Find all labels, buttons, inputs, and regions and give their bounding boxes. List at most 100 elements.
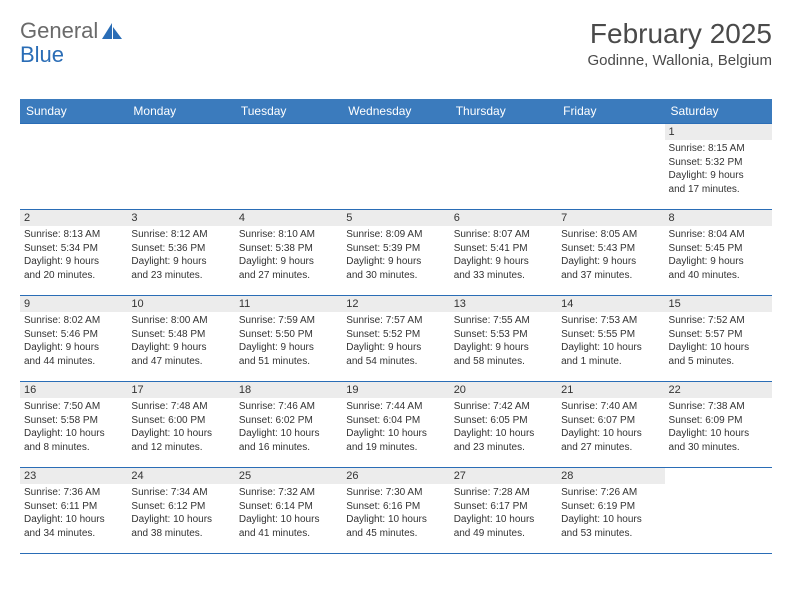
- day-number: 13: [450, 296, 557, 312]
- day-details: Sunrise: 7:36 AMSunset: 6:11 PMDaylight:…: [20, 484, 127, 544]
- weekday-header: Thursday: [450, 99, 557, 124]
- sunset-line: Sunset: 5:57 PM: [669, 328, 768, 342]
- day-details: Sunrise: 7:32 AMSunset: 6:14 PMDaylight:…: [235, 484, 342, 544]
- day-number: 8: [665, 210, 772, 226]
- sunrise-line: Sunrise: 7:36 AM: [24, 486, 123, 500]
- calendar-cell: 8Sunrise: 8:04 AMSunset: 5:45 PMDaylight…: [665, 210, 772, 296]
- calendar-cell: 12Sunrise: 7:57 AMSunset: 5:52 PMDayligh…: [342, 296, 449, 382]
- day-number: 15: [665, 296, 772, 312]
- calendar-cell: 25Sunrise: 7:32 AMSunset: 6:14 PMDayligh…: [235, 468, 342, 554]
- sunrise-line: Sunrise: 7:28 AM: [454, 486, 553, 500]
- daylight-line1: Daylight: 10 hours: [131, 513, 230, 527]
- calendar-cell: 24Sunrise: 7:34 AMSunset: 6:12 PMDayligh…: [127, 468, 234, 554]
- sunrise-line: Sunrise: 7:55 AM: [454, 314, 553, 328]
- calendar-week: 1Sunrise: 8:15 AMSunset: 5:32 PMDaylight…: [20, 124, 772, 210]
- day-number: 21: [557, 382, 664, 398]
- calendar-cell: 26 Sunrise: 7:30 AMSunset: 6:16 PMDayligh…: [342, 468, 449, 554]
- daylight-line1: Daylight: 10 hours: [346, 513, 445, 527]
- sunset-line: Sunset: 6:07 PM: [561, 414, 660, 428]
- sunset-line: Sunset: 5:39 PM: [346, 242, 445, 256]
- sunset-line: Sunset: 5:55 PM: [561, 328, 660, 342]
- daylight-line1: Daylight: 10 hours: [239, 513, 338, 527]
- sunset-line: Sunset: 6:09 PM: [669, 414, 768, 428]
- daylight-line2: and 17 minutes.: [669, 183, 768, 197]
- sunrise-line: Sunrise: 7:52 AM: [669, 314, 768, 328]
- calendar-cell: 4Sunrise: 8:10 AMSunset: 5:38 PMDaylight…: [235, 210, 342, 296]
- day-details: Sunrise: 8:04 AMSunset: 5:45 PMDaylight:…: [665, 226, 772, 286]
- day-details: Sunrise: 7:28 AMSunset: 6:17 PMDaylight:…: [450, 484, 557, 544]
- calendar-cell: 2Sunrise: 8:13 AMSunset: 5:34 PMDaylight…: [20, 210, 127, 296]
- day-number: 24: [127, 468, 234, 484]
- daylight-line1: Daylight: 9 hours: [239, 341, 338, 355]
- day-details: Sunrise: 8:12 AMSunset: 5:36 PMDaylight:…: [127, 226, 234, 286]
- sunrise-line: Sunrise: 7:34 AM: [131, 486, 230, 500]
- daylight-line1: Daylight: 9 hours: [131, 255, 230, 269]
- daylight-line2: and 47 minutes.: [131, 355, 230, 369]
- sunrise-line: Sunrise: 8:00 AM: [131, 314, 230, 328]
- calendar-cell: 28Sunrise: 7:26 AMSunset: 6:19 PMDayligh…: [557, 468, 664, 554]
- day-details: Sunrise: 7:38 AMSunset: 6:09 PMDaylight:…: [665, 398, 772, 458]
- logo-word2: Blue: [20, 42, 64, 68]
- daylight-line1: Daylight: 9 hours: [239, 255, 338, 269]
- logo: General: [20, 18, 124, 44]
- day-details: Sunrise: 7:59 AMSunset: 5:50 PMDaylight:…: [235, 312, 342, 372]
- sunset-line: Sunset: 5:45 PM: [669, 242, 768, 256]
- daylight-line2: and 44 minutes.: [24, 355, 123, 369]
- calendar-cell: 14Sunrise: 7:53 AMSunset: 5:55 PMDayligh…: [557, 296, 664, 382]
- sunset-line: Sunset: 6:02 PM: [239, 414, 338, 428]
- calendar-week: 23Sunrise: 7:36 AMSunset: 6:11 PMDayligh…: [20, 468, 772, 554]
- day-details: Sunrise: 8:15 AMSunset: 5:32 PMDaylight:…: [665, 140, 772, 200]
- day-number: 22: [665, 382, 772, 398]
- day-number: 1: [665, 124, 772, 140]
- day-number: 5: [342, 210, 449, 226]
- sunrise-line: Sunrise: 7:53 AM: [561, 314, 660, 328]
- daylight-line2: and 27 minutes.: [561, 441, 660, 455]
- day-details: Sunrise: 7:55 AMSunset: 5:53 PMDaylight:…: [450, 312, 557, 372]
- sunset-line: Sunset: 6:16 PM: [346, 500, 445, 514]
- weekday-header: Saturday: [665, 99, 772, 124]
- daylight-line1: Daylight: 10 hours: [24, 427, 123, 441]
- sunset-line: Sunset: 5:52 PM: [346, 328, 445, 342]
- sunset-line: Sunset: 5:58 PM: [24, 414, 123, 428]
- sunrise-line: Sunrise: 8:12 AM: [131, 228, 230, 242]
- sunrise-line: Sunrise: 7:32 AM: [239, 486, 338, 500]
- sunrise-line: Sunrise: 7:50 AM: [24, 400, 123, 414]
- sunrise-line: Sunrise: 8:10 AM: [239, 228, 338, 242]
- daylight-line2: and 30 minutes.: [346, 269, 445, 283]
- day-number: 6: [450, 210, 557, 226]
- daylight-line1: Daylight: 9 hours: [346, 341, 445, 355]
- daylight-line2: and 20 minutes.: [24, 269, 123, 283]
- daylight-line1: Daylight: 10 hours: [454, 427, 553, 441]
- daylight-line2: and 51 minutes.: [239, 355, 338, 369]
- daylight-line2: and 23 minutes.: [454, 441, 553, 455]
- calendar-cell: 7Sunrise: 8:05 AMSunset: 5:43 PMDaylight…: [557, 210, 664, 296]
- day-details: Sunrise: 8:02 AMSunset: 5:46 PMDaylight:…: [20, 312, 127, 372]
- daylight-line2: and 38 minutes.: [131, 527, 230, 541]
- calendar-table: Sunday Monday Tuesday Wednesday Thursday…: [20, 99, 772, 554]
- daylight-line2: and 53 minutes.: [561, 527, 660, 541]
- calendar-cell: 21Sunrise: 7:40 AMSunset: 6:07 PMDayligh…: [557, 382, 664, 468]
- sunrise-line: Sunrise: 8:09 AM: [346, 228, 445, 242]
- daylight-line2: and 16 minutes.: [239, 441, 338, 455]
- daylight-line2: and 41 minutes.: [239, 527, 338, 541]
- calendar-cell: [127, 124, 234, 210]
- sunrise-line: Sunrise: 7:30 AM: [346, 486, 445, 500]
- sunrise-line: Sunrise: 8:02 AM: [24, 314, 123, 328]
- day-details: Sunrise: 7:26 AMSunset: 6:19 PMDaylight:…: [557, 484, 664, 544]
- day-details: Sunrise: 7:34 AMSunset: 6:12 PMDaylight:…: [127, 484, 234, 544]
- calendar-cell: [665, 468, 772, 554]
- day-details: Sunrise: 8:05 AMSunset: 5:43 PMDaylight:…: [557, 226, 664, 286]
- sunset-line: Sunset: 6:05 PM: [454, 414, 553, 428]
- calendar-cell: 16Sunrise: 7:50 AMSunset: 5:58 PMDayligh…: [20, 382, 127, 468]
- day-details: Sunrise: 7:48 AMSunset: 6:00 PMDaylight:…: [127, 398, 234, 458]
- sunrise-line: Sunrise: 7:26 AM: [561, 486, 660, 500]
- daylight-line1: Daylight: 9 hours: [24, 341, 123, 355]
- title-block: February 2025 Godinne, Wallonia, Belgium: [587, 18, 772, 69]
- daylight-line1: Daylight: 9 hours: [669, 169, 768, 183]
- sunset-line: Sunset: 5:38 PM: [239, 242, 338, 256]
- daylight-line1: Daylight: 10 hours: [669, 341, 768, 355]
- weekday-header: Friday: [557, 99, 664, 124]
- day-number: 26: [342, 468, 449, 484]
- sunrise-line: Sunrise: 8:13 AM: [24, 228, 123, 242]
- sunset-line: Sunset: 5:50 PM: [239, 328, 338, 342]
